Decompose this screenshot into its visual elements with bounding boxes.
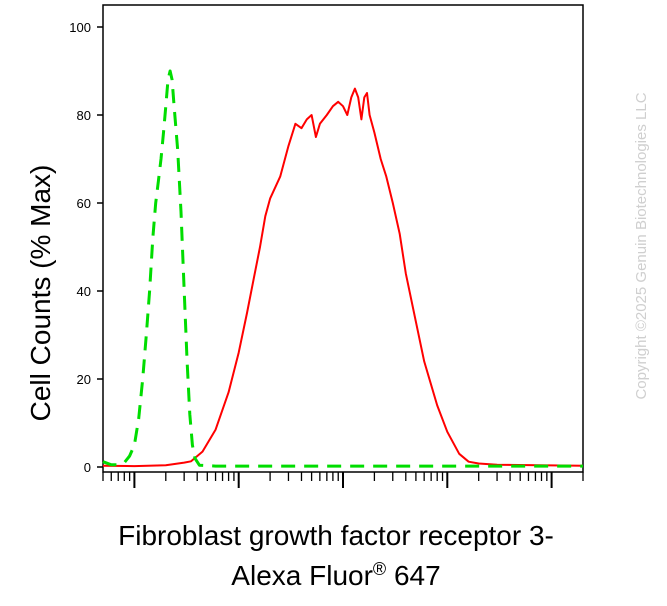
y-axis: 0 20 40 60 80 100 (69, 20, 103, 475)
series-layer (102, 69, 584, 468)
x-axis-title-line-1: Fibroblast growth factor receptor 3- (118, 520, 554, 551)
x-axis-title-line-2-text: Alexa Fluor (231, 560, 373, 591)
plot-area (102, 4, 584, 473)
sample-histogram-line (102, 87, 584, 468)
control-histogram-line (102, 69, 583, 468)
y-tick-label: 20 (77, 372, 91, 387)
x-axis (102, 472, 584, 488)
y-axis-title: Cell Counts (% Max) (25, 165, 56, 422)
y-tick-label: 100 (69, 20, 91, 35)
x-axis-title-line-2: Alexa Fluor® 647 (231, 559, 440, 591)
y-tick-label: 60 (77, 196, 91, 211)
plot-frame (102, 4, 584, 473)
copyright-watermark: Copyright ©2025 Genuin Biotechnologies L… (633, 92, 650, 399)
y-tick-label: 40 (77, 284, 91, 299)
y-tick-label: 0 (84, 460, 91, 475)
y-tick-label: 80 (77, 108, 91, 123)
registered-mark: ® (373, 559, 386, 579)
x-axis-title-line-2-end: 647 (386, 560, 441, 591)
